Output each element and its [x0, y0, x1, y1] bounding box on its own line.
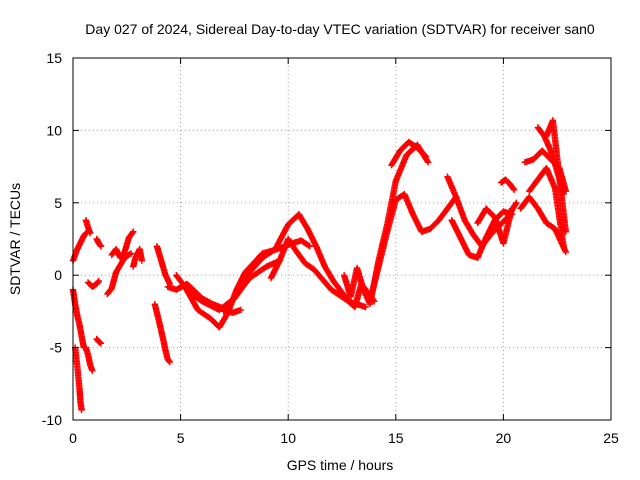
x-axis-label: GPS time / hours: [287, 457, 394, 473]
data-point-marks: [104, 250, 135, 298]
chart-title: Day 027 of 2024, Sidereal Day-to-day VTE…: [85, 21, 595, 37]
y-tick-label: 10: [46, 122, 62, 138]
series-arc-9: [104, 250, 135, 298]
y-axis-label: SDTVAR / TECUs: [7, 183, 23, 295]
x-tick-label: 10: [280, 430, 296, 446]
series-arc-4: [82, 344, 96, 374]
series-arc-10: [108, 228, 137, 262]
data-point-marks: [448, 208, 516, 262]
data-point-marks: [517, 193, 570, 256]
series-arc-22: [388, 138, 430, 169]
data-point-marks: [82, 344, 96, 374]
x-tick-label: 5: [177, 430, 185, 446]
data-point-marks: [153, 243, 174, 288]
y-tick-label: 0: [54, 267, 62, 283]
series-arc-17: [220, 211, 303, 315]
data-point-marks: [151, 300, 174, 366]
data-point-marks: [82, 216, 94, 237]
axis-layer: 0 5 10 15 20 25 -10 -5 0 5 10 15: [42, 50, 619, 446]
series-arc-21: [366, 190, 460, 305]
series-arc-12: [151, 300, 174, 366]
data-point-marks: [366, 190, 460, 305]
series-arc-5: [84, 277, 103, 290]
data-point-marks: [543, 117, 570, 235]
series-arc-3: [71, 344, 85, 414]
series-arc-7: [93, 235, 105, 250]
y-tick-label: -5: [50, 340, 63, 356]
series-arc-6: [82, 216, 94, 237]
data-point-marks: [220, 211, 303, 315]
data-point-marks: [526, 164, 567, 250]
data-point-marks: [93, 335, 105, 347]
series-arc-24: [448, 208, 516, 262]
series-arc-29: [526, 164, 567, 250]
grid-layer: [73, 58, 611, 420]
series-arc-11: [130, 245, 146, 270]
series-arc-13: [153, 243, 174, 288]
series-arc-31: [543, 117, 570, 235]
y-tick-label: -10: [42, 412, 62, 428]
data-point-marks: [498, 176, 518, 193]
data-point-marks: [474, 205, 516, 247]
series-arc-26: [498, 176, 518, 193]
data-point-marks: [108, 228, 137, 262]
x-tick-label: 15: [388, 430, 404, 446]
data-point-marks: [388, 138, 430, 169]
data-point-marks: [84, 277, 103, 290]
series-arc-25: [474, 205, 516, 247]
data-point-marks: [69, 286, 87, 351]
x-tick-label: 0: [69, 430, 77, 446]
plot-frame: [72, 57, 612, 421]
data-point-marks: [93, 235, 105, 250]
data-marks-layer: [69, 117, 570, 414]
series-arc-2: [69, 286, 87, 351]
x-tick-label: 25: [603, 430, 619, 446]
series-arc-30: [517, 193, 570, 256]
y-tick-label: 5: [54, 195, 62, 211]
series-arc-8: [93, 335, 105, 347]
data-point-marks: [71, 344, 85, 414]
x-tick-label: 20: [496, 430, 512, 446]
data-point-marks: [130, 245, 146, 270]
y-tick-label: 15: [46, 50, 62, 66]
